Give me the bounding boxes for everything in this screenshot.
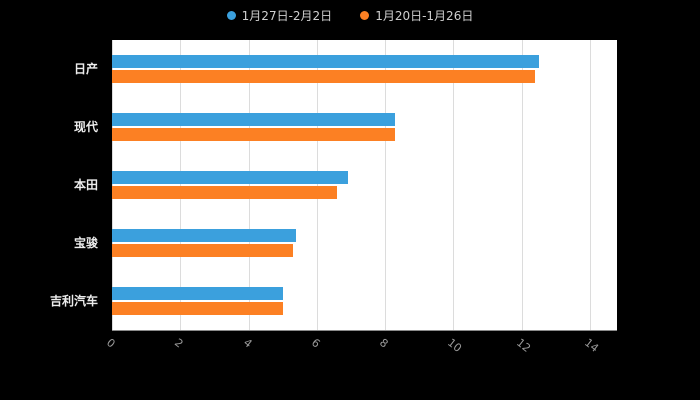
gridline xyxy=(522,40,523,330)
x-tick-label: 14 xyxy=(581,336,602,355)
bar-吉利汽车-series1[interactable] xyxy=(112,302,283,315)
x-tick-label: 4 xyxy=(240,336,255,351)
x-tick-label: 12 xyxy=(513,336,534,355)
bar-本田-series1[interactable] xyxy=(112,186,337,199)
legend-label: 1月20日-1月26日 xyxy=(375,9,474,23)
x-tick-label: 8 xyxy=(376,336,391,351)
legend-dot-icon xyxy=(360,11,370,20)
y-category-label: 日产 xyxy=(73,62,98,76)
x-axis-line xyxy=(112,330,617,331)
bar-日产-series1[interactable] xyxy=(112,70,535,83)
legend-item-0[interactable]: 1月27日-2月2日 xyxy=(226,7,333,24)
gridline xyxy=(180,40,181,330)
x-tick-label: 2 xyxy=(171,336,186,351)
y-category-label: 现代 xyxy=(73,120,98,134)
bar-宝骏-series1[interactable] xyxy=(112,244,293,257)
bar-日产-series0[interactable] xyxy=(112,55,539,68)
gridline xyxy=(590,40,591,330)
legend-item-1[interactable]: 1月20日-1月26日 xyxy=(360,7,473,24)
gridline xyxy=(385,40,386,330)
bar-宝骏-series0[interactable] xyxy=(112,229,296,242)
bar-现代-series0[interactable] xyxy=(112,113,395,126)
bar-吉利汽车-series0[interactable] xyxy=(112,287,283,300)
bar-本田-series0[interactable] xyxy=(112,171,348,184)
x-tick-label: 10 xyxy=(444,336,465,355)
x-tick-label: 0 xyxy=(103,336,118,351)
plot-area xyxy=(112,40,617,330)
x-tick-label: 6 xyxy=(308,336,323,351)
y-category-label: 吉利汽车 xyxy=(49,294,98,308)
gridline xyxy=(453,40,454,330)
gridline xyxy=(112,40,113,330)
x-axis-tick-labels: 0 2 4 6 8 10 12 14 xyxy=(104,334,632,394)
chart-legend: 1月27日-2月2日 1月20日-1月26日 xyxy=(0,7,700,24)
gridline xyxy=(317,40,318,330)
y-axis-category-labels: 日产现代本田宝骏吉利汽车 xyxy=(0,40,104,330)
y-category-label: 本田 xyxy=(73,178,98,192)
legend-label: 1月27日-2月2日 xyxy=(241,9,333,23)
gridline xyxy=(249,40,250,330)
bar-现代-series1[interactable] xyxy=(112,128,395,141)
legend-dot-icon xyxy=(226,11,236,20)
y-category-label: 宝骏 xyxy=(73,236,98,250)
